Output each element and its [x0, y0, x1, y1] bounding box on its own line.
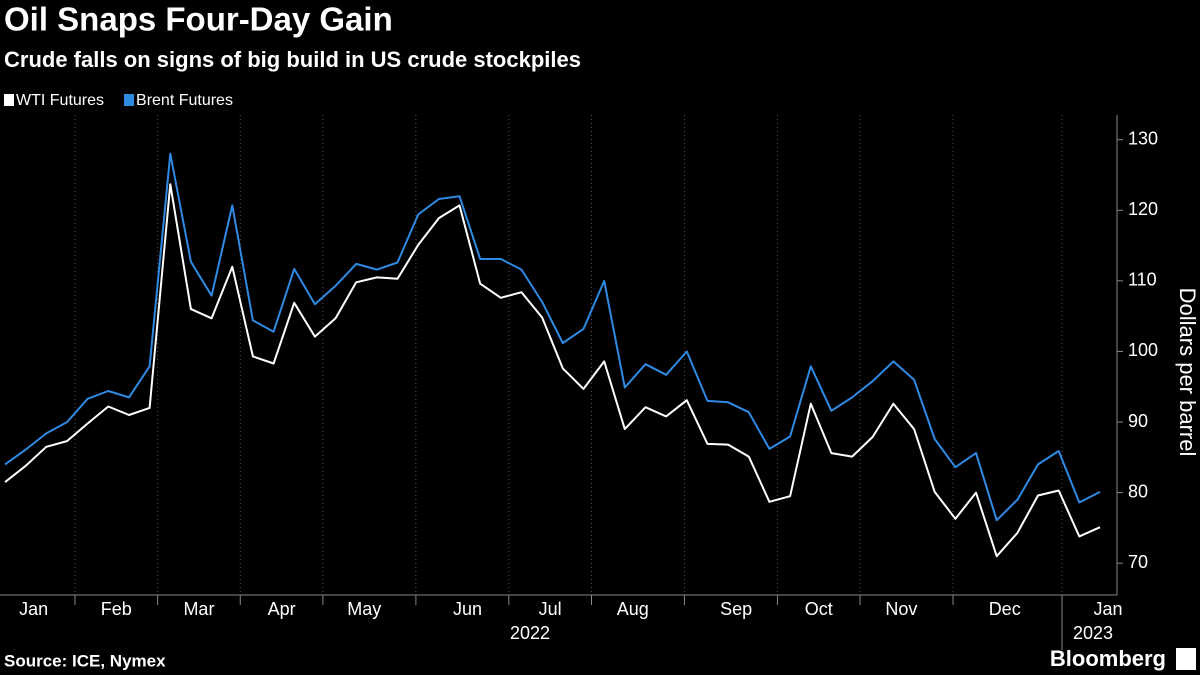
x-tick-label: Mar [183, 599, 214, 619]
chart-subtitle: Crude falls on signs of big build in US … [4, 47, 581, 72]
legend-swatch [4, 94, 14, 106]
y-tick-label: 110 [1128, 270, 1157, 290]
legend-swatch [124, 94, 135, 106]
logo-mark [1176, 648, 1196, 670]
x-tick-label: Jul [539, 599, 562, 619]
y-tick-label: 120 [1128, 199, 1158, 219]
x-tick-label: Nov [885, 599, 917, 619]
y-tick-label: 80 [1128, 481, 1148, 501]
year-label: 2022 [510, 623, 550, 643]
chart-title: Oil Snaps Four-Day Gain [4, 1, 393, 38]
legend-label: Brent Futures [136, 92, 233, 109]
x-tick-label: May [347, 599, 381, 619]
x-tick-label: Jan [1093, 599, 1122, 619]
x-tick-label: Apr [268, 599, 296, 619]
y-tick-label: 90 [1128, 411, 1148, 431]
x-tick-label: Feb [101, 599, 132, 619]
credit: Bloomberg [1050, 646, 1166, 671]
legend-label: WTI Futures [16, 92, 104, 109]
source: Source: ICE, Nymex [4, 651, 166, 670]
x-tick-label: Sep [720, 599, 752, 619]
y-tick-label: 100 [1128, 340, 1158, 360]
y-axis-label: Dollars per barrel [1175, 288, 1200, 457]
series-line [4, 152, 1101, 522]
y-tick-label: 130 [1128, 128, 1158, 148]
y-tick-label: 70 [1128, 552, 1148, 572]
series-line [4, 183, 1101, 558]
year-label: 2023 [1073, 623, 1113, 643]
x-tick-label: Oct [805, 599, 833, 619]
x-tick-label: Dec [989, 599, 1021, 619]
x-tick-label: Jan [19, 599, 48, 619]
x-tick-label: Jun [453, 599, 482, 619]
x-tick-label: Aug [617, 599, 649, 619]
